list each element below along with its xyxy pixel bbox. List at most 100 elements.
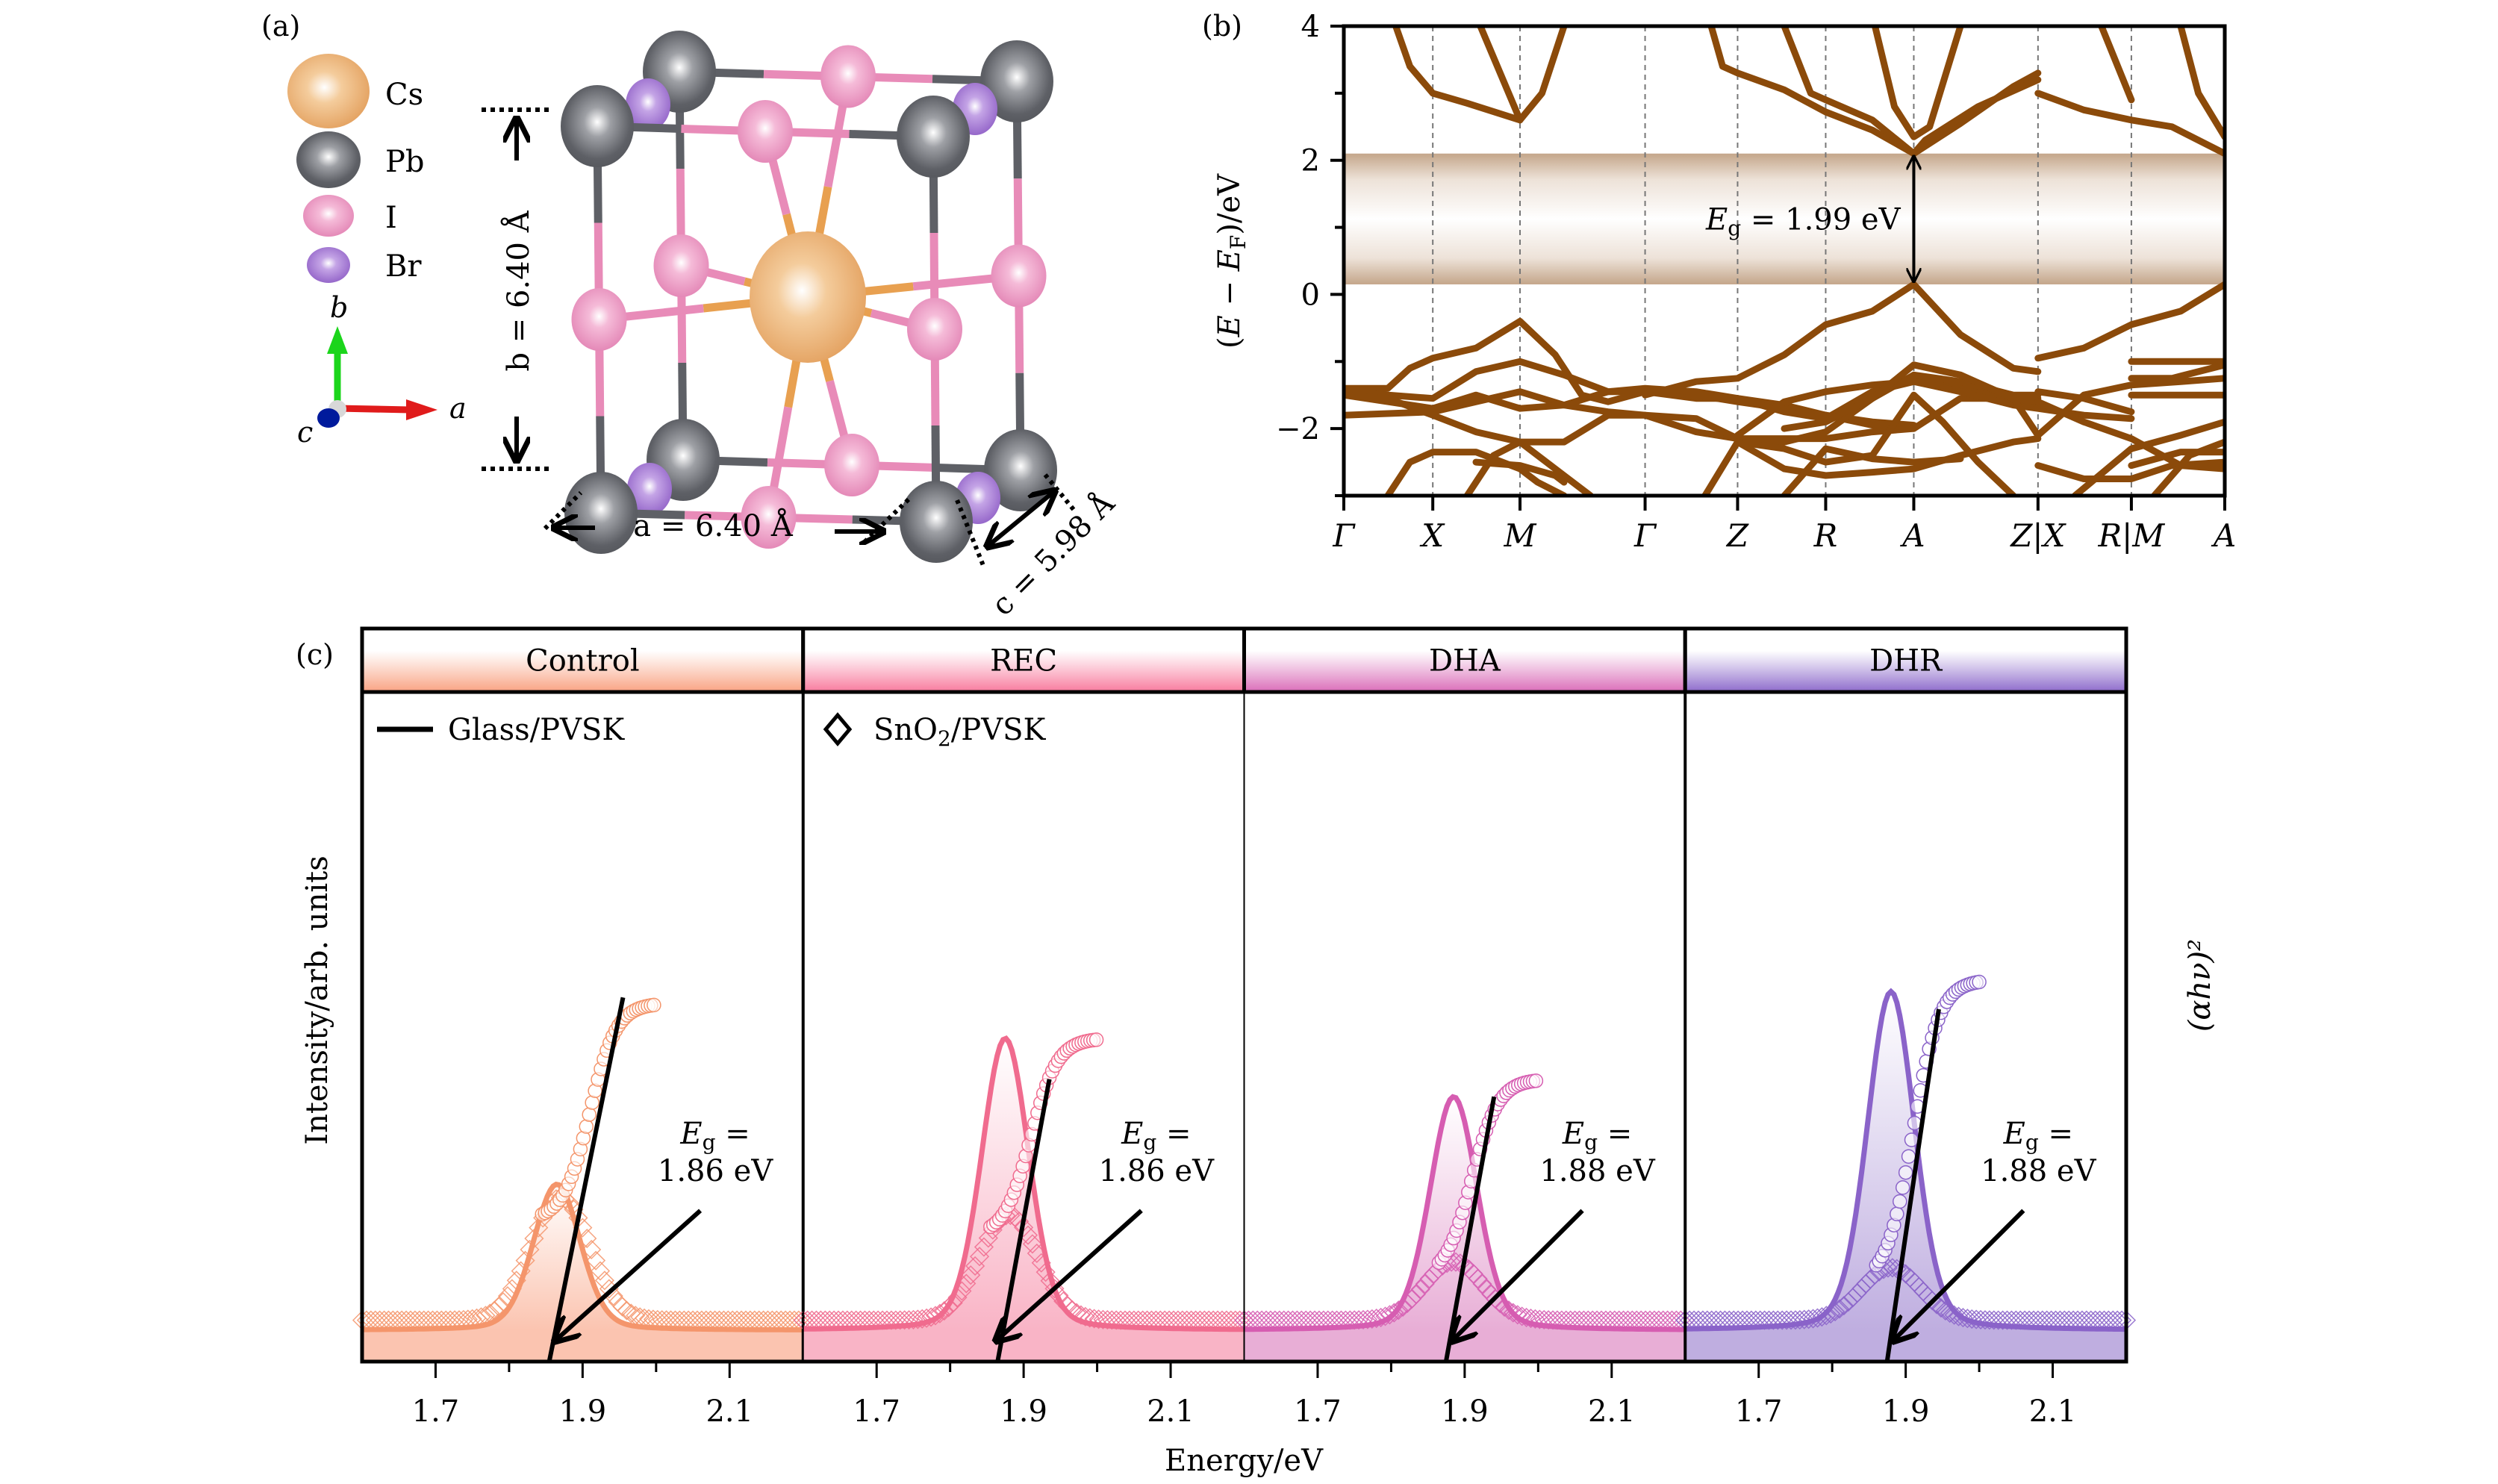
band-vb-top (1642, 281, 2042, 399)
pl-sno2-marker (493, 1292, 514, 1312)
pl-sno2-marker (529, 1218, 549, 1238)
subpanel-dha: DHA Eg =1.88 eV 1.7 1.9 2.1 (1234, 626, 1695, 1429)
x-tick-label: 1.7 (1735, 1394, 1783, 1429)
band-cb6 (2034, 90, 2225, 158)
band-cb2 (1477, 26, 1524, 124)
pl-sno2-marker (1375, 1306, 1395, 1326)
a-dim-label: a = 6.40 Å (633, 508, 794, 543)
baseline-fill (1244, 1330, 1686, 1362)
band-cb3 (1707, 26, 2042, 158)
pl-sno2-marker (476, 1306, 496, 1326)
tauc-marker (585, 1095, 599, 1110)
pl-sno2-marker (590, 1261, 611, 1281)
legend-label-br: Br (385, 249, 422, 284)
k-tick-label: M (1503, 517, 1536, 554)
pl-sno2-marker (925, 1306, 946, 1326)
pl-sno2-marker (921, 1307, 941, 1327)
pl-sno2-marker (1816, 1306, 1837, 1326)
c-axis-arrow-icon (317, 408, 340, 428)
y-tick-label: 2 (1301, 144, 1320, 178)
pl-sno2-marker (2116, 1310, 2137, 1330)
pl-sno2-marker (524, 1229, 544, 1249)
baseline-fill (803, 1330, 1245, 1362)
pl-sno2-marker (515, 1250, 535, 1271)
tauc-tangent-line (1885, 1008, 1941, 1361)
subpanel-header (362, 629, 803, 692)
i-atom (824, 434, 879, 496)
i-atom (571, 288, 627, 351)
pl-sno2-marker (1785, 1310, 1805, 1330)
pl-sno2-marker (564, 1200, 584, 1220)
subpanel-control: Control Eg =1.86 eV 1.7 1.9 2.1 (352, 626, 813, 1429)
pl-sno2-marker (1521, 1309, 1541, 1329)
baseline-fill (362, 1330, 803, 1362)
br-atom (626, 78, 670, 131)
eg-label: Eg = (1562, 1117, 1632, 1155)
pl-sno2-marker (586, 1250, 606, 1271)
subpanel-title: REC (990, 644, 1057, 679)
cs-atom (750, 231, 866, 363)
a-axis-arrow-shaft (337, 405, 410, 414)
panel-b-band-structure: (b) −2 0 2 4 Γ X M Γ Z R A Z|X R|M A (E − EF)/eV Eg … (1202, 10, 2236, 554)
pl-sno2-marker (1953, 1308, 1973, 1328)
i-atom (741, 486, 797, 549)
pl-sno2-marker (1362, 1309, 1382, 1329)
legend-label-i: I (385, 201, 397, 235)
pl-sno2-marker (974, 1237, 994, 1257)
pl-sno2-marker (630, 1307, 650, 1327)
band-vb2 (2034, 281, 2225, 362)
subpanel-header (1244, 629, 1686, 692)
legend-label-cs: Cs (385, 78, 423, 112)
pl-sno2-marker (1415, 1273, 1435, 1294)
y-tick-label: 0 (1301, 278, 1320, 312)
pl-sno2-marker (961, 1265, 981, 1285)
pl-sno2-marker (903, 1309, 923, 1329)
pl-sno2-marker (1944, 1305, 1964, 1325)
pb-atom (980, 40, 1053, 122)
subpanel-header (803, 629, 1245, 692)
panel-label-c: (c) (296, 638, 334, 671)
legend-label-glass: Glass/PVSK (448, 713, 625, 747)
eg-value: 1.88 eV (1981, 1154, 2096, 1188)
tauc-marker (1898, 1165, 1913, 1180)
i-atom (653, 234, 709, 297)
br-atom (627, 463, 672, 515)
legend-label-pb: Pb (385, 145, 425, 179)
x-tick-label: 1.7 (412, 1394, 460, 1429)
pb-atom (564, 472, 638, 554)
c-dim-dashes-1 (955, 499, 986, 569)
pl-sno2-marker (1009, 1212, 1030, 1232)
pl-sno2-marker (956, 1273, 977, 1294)
b-axis-arrow-icon (327, 326, 348, 354)
pl-sno2-marker (502, 1279, 522, 1299)
band-gap-shading (1344, 153, 2225, 284)
br-atom-icon (307, 247, 350, 283)
triad-label-a: a (449, 392, 467, 425)
band-vb21 (2128, 449, 2225, 470)
pl-sno2-marker (1389, 1300, 1409, 1321)
tauc-tangent-line (995, 1079, 1052, 1361)
x-tick-label: 1.9 (1000, 1394, 1047, 1429)
tauc-marker (647, 997, 661, 1013)
pl-sno2-marker (908, 1309, 928, 1329)
pl-sno2-marker (943, 1293, 963, 1313)
panel-label-b: (b) (1202, 10, 1242, 43)
x-tick-label: 1.9 (1882, 1394, 1930, 1429)
band-gap-label: Eg = 1.99 eV (1705, 202, 1901, 240)
pl-y-axis-label: Intensity/arb. units (300, 855, 334, 1144)
tauc-marker (1890, 1206, 1904, 1222)
pl-sno2-marker (1080, 1308, 1100, 1328)
pl-sno2-marker (947, 1288, 968, 1308)
pb-atom (561, 85, 634, 167)
subpanel-dhr: DHR Eg =1.88 eV 1.7 1.9 2.1 (1675, 626, 2137, 1429)
pl-sno2-marker (444, 1310, 465, 1330)
pl-sno2-marker (1821, 1303, 1841, 1324)
eg-arrow-icon (1895, 1209, 2025, 1339)
eg-value: 1.88 eV (1539, 1154, 1655, 1188)
band-vb24 (2151, 438, 2225, 496)
k-tick-label: R (1813, 517, 1838, 554)
tauc-y-axis-label: (αhν)² (2183, 939, 2217, 1032)
i-atom (991, 244, 1047, 308)
i-atom (738, 100, 793, 163)
